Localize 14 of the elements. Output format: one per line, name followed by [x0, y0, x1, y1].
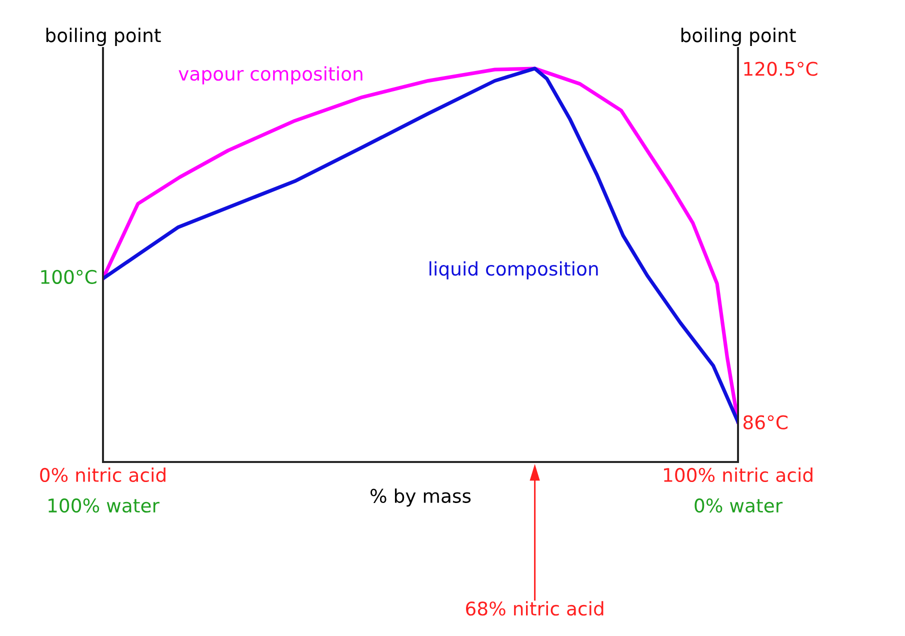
x-tick-label: 0% nitric acid [40, 468, 166, 482]
y2-axis-title: boiling point [681, 28, 796, 46]
y-axis-title: boiling point [46, 28, 161, 46]
text: 0% water [694, 498, 783, 513]
y2-tick-label: 120.5°C [744, 62, 818, 76]
line-series [102, 66, 738, 424]
text: 68% nitric acid [466, 601, 604, 616]
series-label: vapour composition [178, 66, 362, 84]
x-axis-title: % by mass [370, 488, 471, 507]
text: 100% water [48, 498, 160, 513]
x-tick-label: 100% nitric acid [664, 468, 812, 482]
text: 100°C [41, 270, 96, 284]
y2-tick-label: 86°C [743, 415, 788, 430]
series-label: liquid composition [430, 261, 598, 280]
